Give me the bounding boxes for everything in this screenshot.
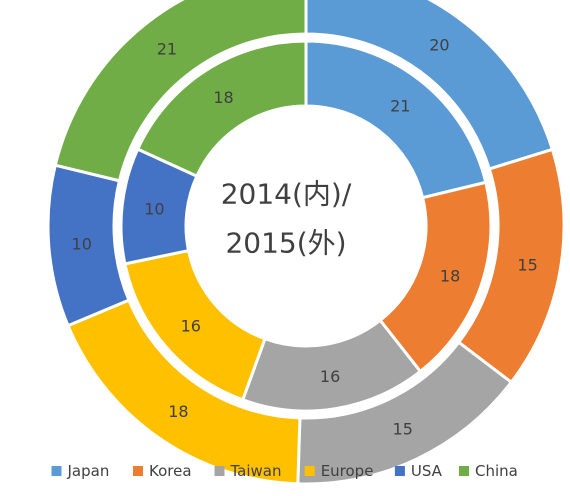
outer-slice-china: [53, 0, 308, 183]
legend-swatch-usa: [394, 466, 405, 476]
donut-rings: [46, 0, 566, 486]
legend-swatch-china: [459, 466, 469, 476]
legend-label-korea: Korea: [149, 462, 192, 480]
legend: Japan Korea Taiwan Europe USA China: [51, 462, 518, 480]
legend-swatch-taiwan: [214, 466, 225, 476]
legend-swatch-korea: [133, 466, 143, 476]
data-labels: 21 18 16 16 10 18 20 15 15 18 10 21: [72, 35, 538, 438]
inner-label-europe: 16: [181, 316, 201, 335]
legend-label-japan: Japan: [67, 462, 110, 480]
inner-label-taiwan: 16: [320, 367, 340, 386]
outer-label-china: 21: [157, 40, 177, 59]
inner-label-china: 18: [213, 88, 233, 107]
outer-label-usa: 10: [72, 234, 92, 253]
legend-label-taiwan: Taiwan: [230, 462, 282, 480]
legend-label-usa: USA: [411, 462, 443, 480]
outer-label-korea: 15: [517, 256, 537, 275]
center-title-line-2: 2015(外): [225, 227, 346, 260]
legend-label-china: China: [475, 462, 518, 480]
legend-swatch-europe: [304, 466, 315, 476]
center-title-line-1: 2014(内)/: [221, 178, 352, 211]
legend-swatch-japan: [51, 466, 62, 476]
center-title: 2014(内)/ 2015(外): [221, 178, 352, 260]
inner-label-japan: 21: [390, 97, 410, 116]
inner-label-usa: 10: [144, 200, 164, 219]
legend-label-europe: Europe: [321, 462, 374, 480]
outer-label-japan: 20: [429, 35, 449, 54]
inner-label-korea: 18: [440, 266, 460, 285]
outer-label-europe: 18: [168, 402, 188, 421]
outer-label-taiwan: 15: [393, 420, 413, 439]
inner-slice-china: [136, 39, 308, 178]
